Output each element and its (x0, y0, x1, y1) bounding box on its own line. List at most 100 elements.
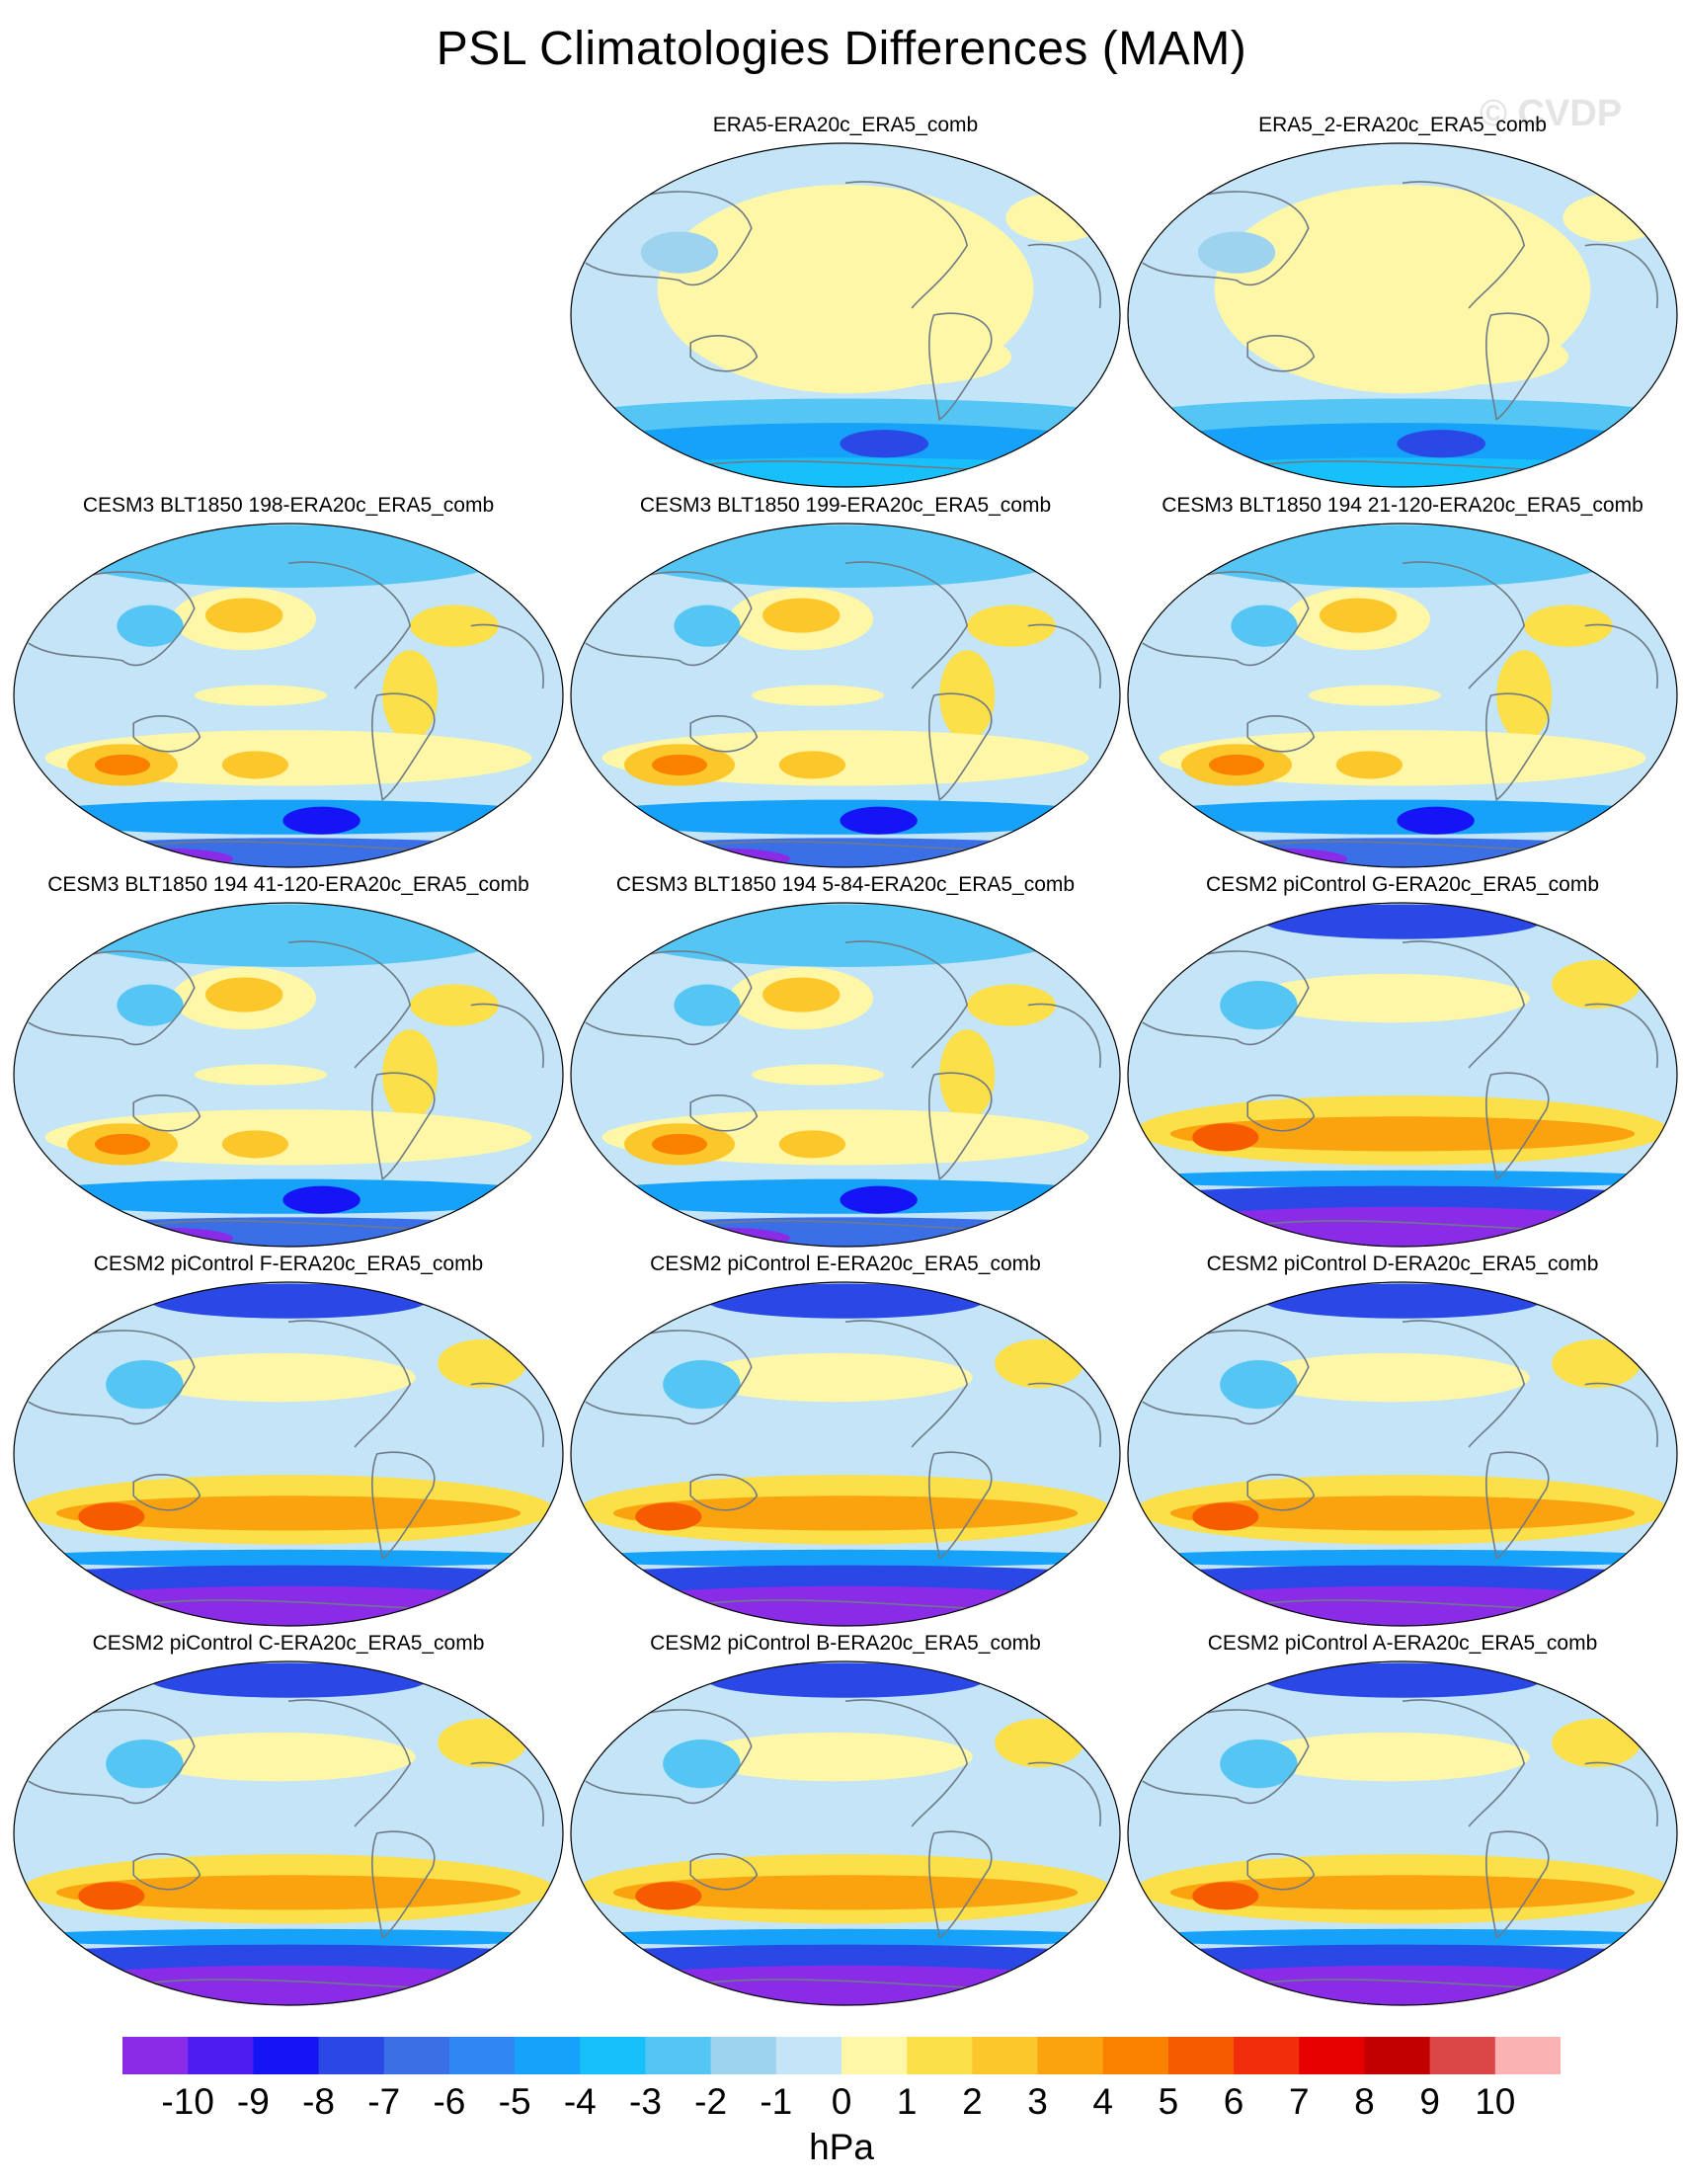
panel-title: CESM2 piControl D-ERA20c_ERA5_comb (1206, 1253, 1599, 1275)
panel-title: ERA5-ERA20c_ERA5_comb (712, 114, 979, 136)
asia-low (117, 605, 184, 647)
coastlines (579, 1699, 1101, 1991)
panel-title: CESM2 piControl F-ERA20c_ERA5_comb (93, 1253, 484, 1275)
colorbar-unit-label: hPa (809, 2127, 874, 2167)
southern-ocean-gradient (571, 1549, 1120, 1568)
asia-low (106, 1359, 184, 1410)
colorbar-swatch (580, 2037, 646, 2074)
north-pacific-ridge (1252, 1732, 1530, 1782)
antarctic-deep-low (1214, 848, 1347, 867)
colorbar-swatch (645, 2037, 712, 2074)
map-panel: CESM3 BLT1850 194 21-120-ERA20c_ERA5_com… (1126, 494, 1679, 879)
coastlines (579, 940, 1101, 1233)
coastlines (1136, 181, 1658, 473)
map-border (13, 902, 564, 1248)
arctic-negative (67, 904, 510, 967)
antarctic-deep-low (657, 848, 790, 867)
north-atlantic-high (995, 1718, 1083, 1768)
indian-ocean-high-core (1209, 754, 1264, 775)
north-atlantic-high (1552, 959, 1641, 1010)
panel-title: CESM2 piControl A-ERA20c_ERA5_comb (1207, 1632, 1598, 1655)
robinson-map (570, 902, 1121, 1248)
map-panel: ERA5_2-ERA20c_ERA5_comb (1126, 114, 1679, 499)
asia-low (1220, 1359, 1298, 1410)
north-atlantic-high (1524, 605, 1613, 647)
southern-ocean-gradient (14, 1928, 563, 1947)
amundsen-low (1397, 430, 1485, 458)
panel-title: CESM3 BLT1850 194 21-120-ERA20c_ERA5_com… (1162, 494, 1643, 517)
colorbar-swatch (1102, 2037, 1169, 2074)
north-pacific-ridge (695, 1732, 973, 1782)
colorbar-swatch (710, 2037, 777, 2074)
arctic-low (707, 1662, 984, 1698)
map-panel: CESM2 piControl E-ERA20c_ERA5_comb (569, 1253, 1122, 1638)
southern-ocean-gradient (14, 1549, 563, 1568)
southern-ocean-low (1128, 1565, 1677, 1593)
north-atlantic-high (967, 605, 1056, 647)
north-atlantic-high (410, 984, 499, 1026)
figure-title: PSL Climatologies Differences (MAM) (436, 23, 1247, 75)
map-border (1127, 1281, 1678, 1627)
map-border (570, 523, 1121, 868)
north-atlantic-high (438, 1718, 526, 1768)
colorbar-swatch (1234, 2037, 1300, 2074)
southern-midlat-high-core (55, 1496, 521, 1531)
indian-ocean-high-core (78, 1882, 145, 1910)
colorbar-tick-label: -4 (563, 2081, 597, 2122)
arctic-low (1264, 1283, 1541, 1319)
southern-midlat-high-core (1169, 1875, 1636, 1910)
colorbar-tick-label: -5 (498, 2081, 531, 2122)
arctic-low (1264, 904, 1541, 939)
map-border (1127, 1660, 1678, 2006)
map-panel: CESM3 BLT1850 194 5-84-ERA20c_ERA5_comb (569, 873, 1122, 1258)
map-border (570, 142, 1121, 488)
colorbar-swatch (907, 2037, 973, 2074)
antarctic-deep-low (100, 1227, 233, 1247)
southern-ocean-low (14, 1944, 563, 1973)
panel-title: ERA5_2-ERA20c_ERA5_comb (1258, 114, 1547, 136)
asia-low (1231, 605, 1298, 647)
map-border (570, 1281, 1121, 1627)
positive-anomaly-south-pacific (1369, 329, 1568, 385)
arctic-low (150, 1283, 427, 1319)
colorbar-swatch (383, 2037, 450, 2074)
amundsen-low (282, 806, 361, 835)
map-panel: CESM2 piControl C-ERA20c_ERA5_comb (12, 1632, 565, 2017)
colorbar-tick-label: -8 (302, 2081, 335, 2122)
north-pacific-high-core (762, 598, 841, 633)
equatorial-ridge (1308, 685, 1442, 706)
robinson-map (1127, 902, 1678, 1248)
panel-title: CESM3 BLT1850 199-ERA20c_ERA5_comb (639, 494, 1052, 517)
indian-ocean-high-core (78, 1502, 145, 1531)
southern-ocean-low (1128, 1944, 1677, 1973)
robinson-map (13, 1281, 564, 1627)
panel-title: CESM2 piControl C-ERA20c_ERA5_comb (92, 1632, 485, 1655)
north-pacific-high-core (205, 598, 283, 633)
watermark: © CVDP (1480, 93, 1623, 134)
colorbar-tick-label: 6 (1223, 2081, 1244, 2122)
colorbar-swatch (1037, 2037, 1104, 2074)
robinson-map (570, 142, 1121, 488)
antarctic-low (1128, 1965, 1677, 2005)
indian-ocean-high-core (652, 1133, 707, 1155)
map-panel: CESM2 piControl A-ERA20c_ERA5_comb (1126, 1632, 1679, 2017)
coastlines (579, 561, 1101, 853)
southern-ocean-gradient (1128, 1928, 1677, 1947)
panel-title: CESM2 piControl G-ERA20c_ERA5_comb (1206, 873, 1599, 896)
robinson-map (13, 902, 564, 1248)
equatorial-ridge (194, 685, 328, 706)
coastlines (579, 181, 1101, 473)
north-pacific-high-core (762, 977, 841, 1012)
map-border (13, 1660, 564, 2006)
arctic-low (150, 1662, 427, 1698)
coastlines (1136, 1699, 1658, 1991)
equatorial-ridge (194, 1064, 328, 1086)
colorbar-swatch (1299, 2037, 1365, 2074)
southern-ocean-low (571, 1565, 1120, 1593)
map-panel: CESM3 BLT1850 194 41-120-ERA20c_ERA5_com… (12, 873, 565, 1258)
map-border (570, 902, 1121, 1248)
southern-ocean-low (1128, 1185, 1677, 1214)
antarctic-deep-low (657, 1227, 790, 1247)
positive-anomaly-south-pacific (812, 329, 1011, 385)
north-pacific-ridge (138, 1352, 416, 1403)
